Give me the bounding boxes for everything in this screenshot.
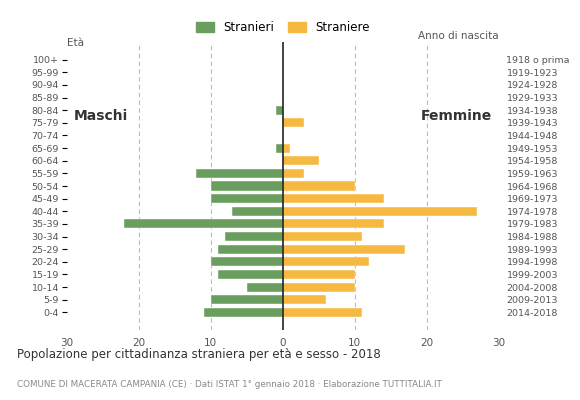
- Bar: [283, 295, 326, 304]
- Bar: [124, 219, 283, 228]
- Bar: [283, 219, 383, 228]
- Bar: [211, 194, 283, 203]
- Bar: [276, 144, 283, 153]
- Text: Maschi: Maschi: [74, 109, 128, 123]
- Bar: [225, 232, 283, 241]
- Text: Femmine: Femmine: [420, 109, 492, 123]
- Bar: [204, 308, 283, 317]
- Text: COMUNE DI MACERATA CAMPANIA (CE) · Dati ISTAT 1° gennaio 2018 · Elaborazione TUT: COMUNE DI MACERATA CAMPANIA (CE) · Dati …: [17, 380, 443, 389]
- Bar: [218, 270, 283, 279]
- Bar: [283, 182, 355, 190]
- Legend: Stranieri, Straniere: Stranieri, Straniere: [191, 16, 375, 39]
- Bar: [218, 245, 283, 254]
- Bar: [283, 169, 305, 178]
- Bar: [283, 118, 305, 127]
- Bar: [233, 207, 283, 216]
- Bar: [246, 282, 283, 292]
- Bar: [283, 207, 477, 216]
- Bar: [283, 232, 362, 241]
- Text: Anno di nascita: Anno di nascita: [418, 30, 499, 40]
- Bar: [276, 106, 283, 115]
- Bar: [283, 270, 355, 279]
- Text: Popolazione per cittadinanza straniera per età e sesso - 2018: Popolazione per cittadinanza straniera p…: [17, 348, 381, 361]
- Bar: [283, 245, 405, 254]
- Bar: [211, 182, 283, 190]
- Bar: [283, 308, 362, 317]
- Bar: [283, 282, 355, 292]
- Bar: [283, 257, 369, 266]
- Bar: [283, 194, 383, 203]
- Bar: [211, 295, 283, 304]
- Bar: [211, 257, 283, 266]
- Bar: [196, 169, 283, 178]
- Bar: [283, 144, 290, 153]
- Text: Età: Età: [67, 38, 84, 48]
- Bar: [283, 156, 319, 165]
